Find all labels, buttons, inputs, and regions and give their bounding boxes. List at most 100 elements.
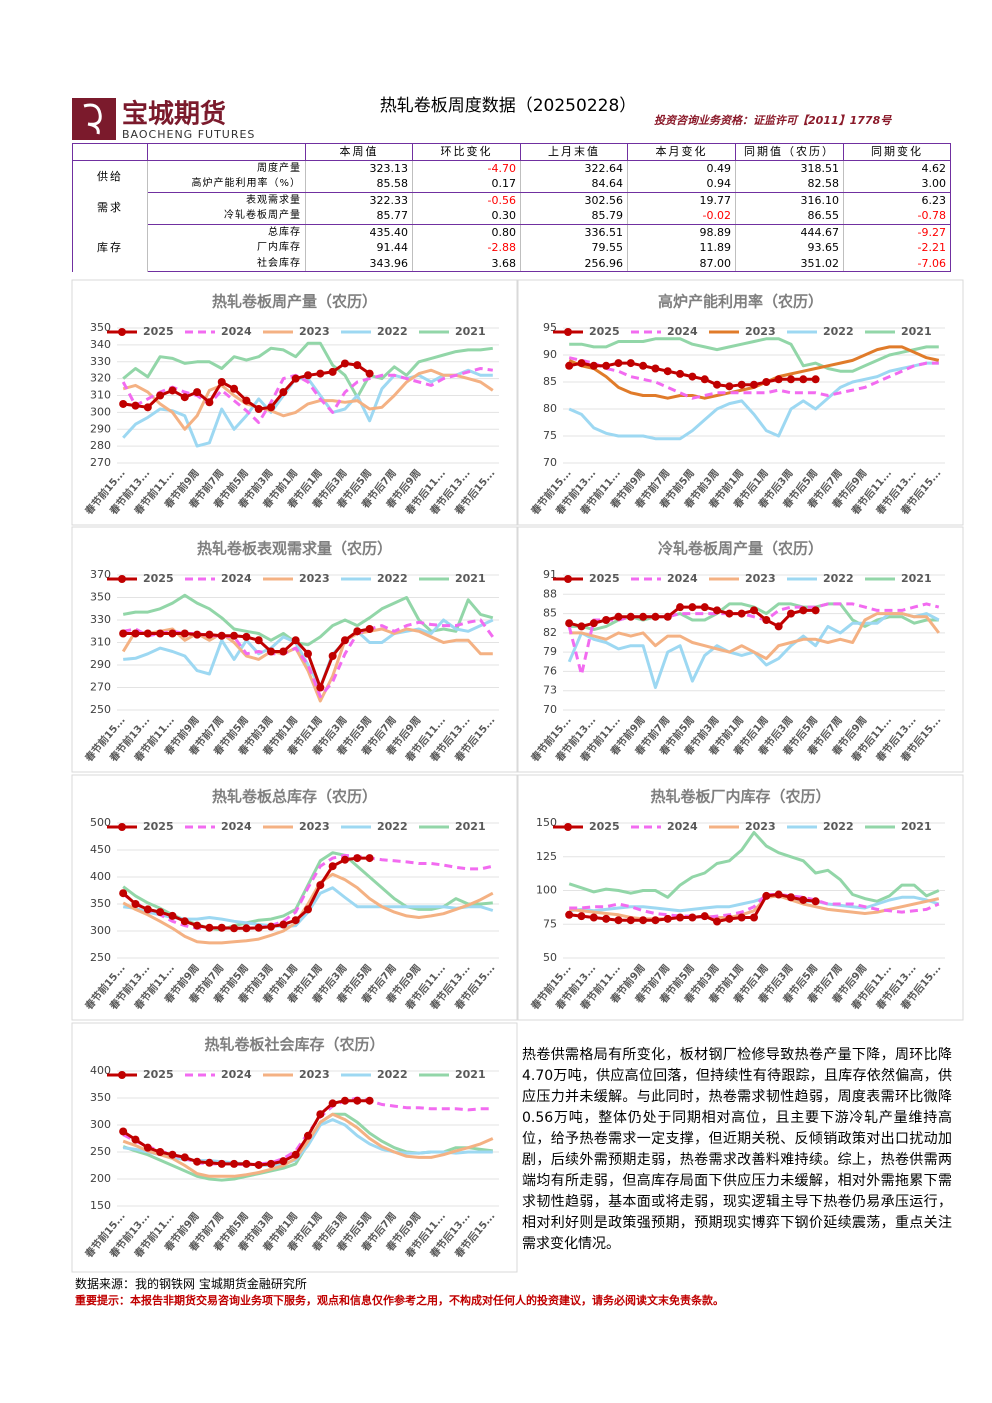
value-cell: 0.17 — [412, 176, 521, 193]
y-tick-label: 300 — [90, 1118, 111, 1131]
column-header: 本月变化 — [627, 143, 736, 161]
column-header: 同期值（农历） — [735, 143, 844, 161]
point — [565, 619, 574, 628]
series-line — [569, 337, 939, 373]
legend-marker — [118, 1071, 126, 1079]
point — [168, 911, 177, 920]
point — [230, 631, 239, 640]
y-tick-label: 80 — [543, 402, 557, 415]
point — [676, 913, 685, 922]
point — [589, 913, 598, 922]
chart-title: 热轧卷板表观需求量（农历） — [197, 540, 392, 558]
series-line — [122, 1112, 494, 1178]
logo-text: 宝城期货 — [122, 99, 226, 130]
y-tick-label: 250 — [90, 1145, 111, 1158]
point — [786, 893, 795, 902]
point — [700, 375, 709, 384]
point — [639, 916, 648, 925]
value-cell: 0.94 — [627, 176, 736, 193]
point — [811, 897, 820, 906]
y-tick-label: 70 — [543, 456, 557, 469]
y-tick-label: 280 — [90, 439, 111, 452]
value-cell: 302.56 — [520, 192, 628, 208]
y-tick-label: 75 — [543, 917, 557, 930]
y-tick-label: 85 — [543, 375, 557, 388]
point — [688, 372, 697, 381]
row-label: 表观需求量 — [147, 192, 306, 208]
point — [168, 629, 177, 638]
point — [676, 369, 685, 378]
value-cell: 6.23 — [843, 192, 951, 208]
point — [304, 905, 312, 914]
point — [353, 361, 362, 370]
point — [217, 1159, 226, 1168]
point — [168, 386, 177, 395]
legend-marker — [118, 575, 126, 583]
series-line — [568, 361, 939, 441]
data-table: 本周值 环比变化 上月末值 本月变化 同期值（农历） 同期变化 供给 周度产量 323.13 -4… — [72, 143, 951, 272]
value-cell: -0.56 — [412, 192, 521, 208]
value-cell: 84.64 — [520, 176, 628, 193]
y-tick-label: 70 — [543, 703, 557, 716]
legend-label: 2022 — [823, 325, 854, 338]
point — [291, 636, 300, 645]
point — [365, 854, 374, 863]
chart-frame — [71, 279, 518, 526]
y-tick-label: 310 — [90, 389, 111, 402]
point — [762, 891, 771, 900]
y-tick-label: 270 — [90, 681, 111, 694]
point — [131, 629, 140, 638]
point — [786, 609, 795, 618]
row-label: 冷轧卷板周产量 — [147, 208, 306, 225]
y-tick-label: 400 — [90, 1064, 111, 1077]
point — [602, 616, 611, 624]
legend-label: 2022 — [823, 572, 854, 585]
qualification: 投资咨询业务资格：证监许可【2011】1778号 — [654, 114, 892, 127]
point — [119, 1127, 128, 1136]
value-cell: 435.40 — [305, 224, 413, 240]
point — [589, 619, 598, 628]
legend-label: 2024 — [221, 572, 252, 585]
legend-label: 2024 — [667, 820, 698, 833]
legend-marker — [564, 328, 572, 336]
legend-label: 2025 — [589, 572, 620, 585]
point — [577, 912, 586, 921]
legend-label: 2023 — [745, 572, 776, 585]
point — [143, 403, 152, 412]
value-cell: 323.13 — [305, 160, 413, 176]
point — [340, 636, 349, 645]
row-label: 高炉产能利用率（%） — [147, 176, 306, 193]
legend-label: 2023 — [299, 820, 330, 833]
legend-label: 2022 — [377, 1068, 408, 1081]
legend-label: 2021 — [455, 325, 486, 338]
value-cell: 11.89 — [627, 240, 736, 256]
legend-label: 2022 — [377, 325, 408, 338]
table-row: 库存 总库存 435.40 0.80 336.51 98.89 444.67 -9.27 — [72, 224, 951, 272]
value-cell: -0.02 — [627, 208, 736, 225]
point — [577, 359, 586, 368]
point — [614, 612, 623, 621]
point — [365, 369, 374, 378]
point — [304, 1131, 312, 1140]
point — [205, 398, 214, 407]
legend-marker — [564, 823, 572, 831]
point — [143, 905, 152, 914]
point — [774, 375, 783, 384]
y-tick-label: 370 — [90, 568, 111, 581]
point — [242, 924, 251, 933]
value-cell: 85.77 — [305, 208, 413, 225]
value-cell: 82.58 — [735, 176, 844, 193]
value-cell: 444.67 — [735, 224, 844, 240]
point — [205, 923, 214, 932]
point — [316, 369, 325, 378]
point — [737, 609, 746, 618]
value-cell: 0.49 — [627, 160, 736, 176]
series-line — [121, 367, 494, 424]
point — [626, 359, 635, 368]
y-tick-label: 300 — [90, 924, 111, 937]
y-tick-label: 73 — [543, 684, 557, 697]
logo-swirl — [83, 103, 102, 135]
legend-label: 2022 — [377, 820, 408, 833]
y-tick-label: 250 — [90, 703, 111, 716]
